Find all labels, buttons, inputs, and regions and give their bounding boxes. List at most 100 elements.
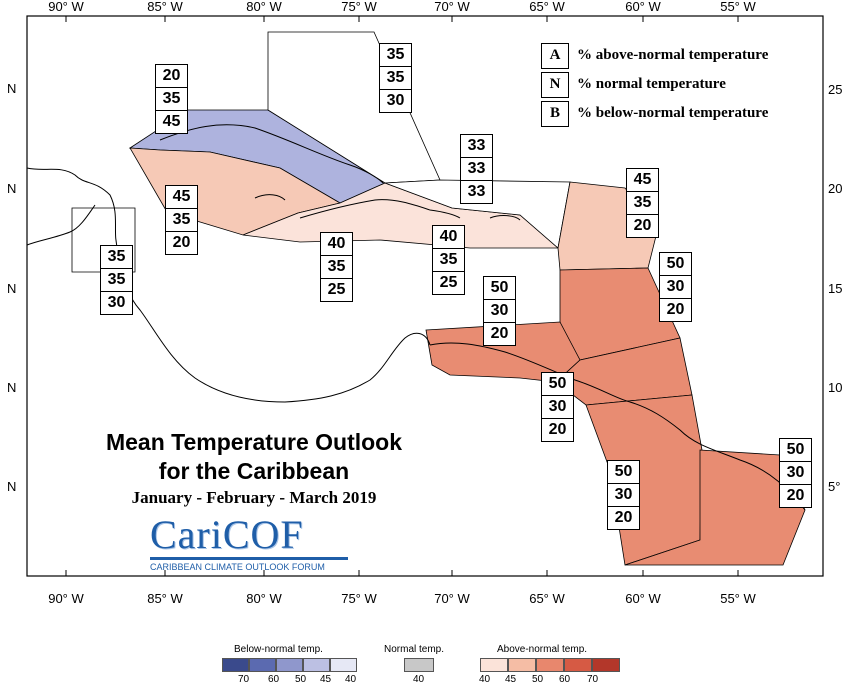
- lat-label: 5°: [828, 479, 840, 494]
- lat-label: 25: [828, 82, 842, 97]
- prob-normal: 35: [166, 209, 197, 232]
- lat-label: N: [7, 479, 16, 494]
- prob-below: 20: [633, 217, 652, 234]
- probability-box-belize: 35 35 30: [100, 245, 133, 315]
- prob-below: 33: [467, 183, 486, 200]
- prob-above: 35: [101, 246, 132, 269]
- scale-swatch-above: [480, 658, 508, 672]
- lat-label: N: [7, 81, 16, 96]
- scale-tick: 70: [238, 674, 250, 685]
- legend-letter: N: [541, 71, 569, 98]
- probability-box-trinidad: 50 30 20: [541, 372, 574, 442]
- map-title-block: Mean Temperature Outlook for the Caribbe…: [84, 428, 424, 508]
- lon-label: 70° W: [434, 591, 470, 606]
- probability-box-abc: 50 30 20: [483, 276, 516, 346]
- prob-below: 30: [386, 92, 405, 109]
- scale-caption-below: Below-normal temp.: [234, 644, 323, 655]
- lon-label: 75° W: [341, 591, 377, 606]
- prob-normal: 30: [608, 484, 639, 507]
- lon-label: 60° W: [625, 0, 661, 14]
- scale-swatch-above: [564, 658, 592, 672]
- scale-tick: 40: [345, 674, 357, 685]
- prob-below: 20: [548, 421, 567, 438]
- lat-label: N: [7, 380, 16, 395]
- legend-text: % normal temperature: [577, 76, 726, 92]
- prob-normal: 35: [627, 192, 658, 215]
- axis-ticks: [65, 16, 739, 576]
- probability-box-jamaica: 40 35 25: [320, 232, 353, 302]
- lon-labels-top: 90° W 85° W 80° W 75° W 70° W 65° W 60° …: [48, 0, 756, 14]
- prob-below: 20: [172, 234, 191, 251]
- prob-above: 33: [461, 135, 492, 158]
- prob-normal: 30: [660, 276, 691, 299]
- lon-label: 65° W: [529, 591, 565, 606]
- logo-wordmark: CariCOF: [150, 512, 304, 557]
- scale-swatch-below: [222, 658, 249, 672]
- prob-below: 30: [107, 294, 126, 311]
- prob-normal: 35: [156, 88, 187, 111]
- prob-below: 20: [786, 487, 805, 504]
- logo-underline: [150, 557, 348, 560]
- scale-caption-above: Above-normal temp.: [497, 644, 588, 655]
- prob-above: 45: [627, 169, 658, 192]
- scale-tick: 45: [505, 674, 517, 685]
- legend-letter: B: [541, 100, 569, 127]
- lon-label: 55° W: [720, 0, 756, 14]
- prob-above: 50: [780, 439, 811, 462]
- probability-box-windwards: 50 30 20: [659, 252, 692, 322]
- prob-normal: 30: [542, 396, 573, 419]
- logo-tagline: CARIBBEAN CLIMATE OUTLOOK FORUM: [150, 562, 325, 572]
- lon-labels-bottom: 90° W 85° W 80° W 75° W 70° W 65° W 60° …: [48, 591, 756, 606]
- legend-row-normal: N % normal temperature: [541, 70, 811, 99]
- lat-labels-right: 25 20 15 10 5°: [828, 82, 842, 494]
- probability-box-cuba: 20 35 45: [155, 64, 188, 134]
- lat-label: 20: [828, 181, 842, 196]
- scale-tick: 60: [268, 674, 280, 685]
- lat-label: 15: [828, 281, 842, 296]
- probability-box-hispaniola: 40 35 25: [432, 225, 465, 295]
- prob-above: 20: [156, 65, 187, 88]
- scale-swatch-below: [303, 658, 330, 672]
- lon-label: 85° W: [147, 591, 183, 606]
- lon-label: 75° W: [341, 0, 377, 14]
- scale-tick: 70: [587, 674, 599, 685]
- scale-swatch-below: [330, 658, 357, 672]
- lon-label: 90° W: [48, 0, 84, 14]
- prob-above: 40: [321, 233, 352, 256]
- prob-below: 20: [666, 301, 685, 318]
- probability-box-turks: 33 33 33: [460, 134, 493, 204]
- scale-tick: 40: [413, 674, 425, 685]
- forecast-period: January - February - March 2019: [131, 488, 377, 507]
- prob-above: 50: [484, 277, 515, 300]
- coastlines: [26, 124, 806, 511]
- prob-normal: 35: [101, 269, 132, 292]
- zone-abc: [425, 321, 581, 383]
- prob-below: 45: [162, 113, 181, 130]
- lat-label: N: [7, 281, 16, 296]
- scale-tick: 45: [320, 674, 332, 685]
- legend-row-above: A % above-normal temperature: [541, 41, 811, 70]
- scale-swatch-below: [276, 658, 303, 672]
- lon-label: 55° W: [720, 591, 756, 606]
- lon-label: 60° W: [625, 591, 661, 606]
- abn-legend: A % above-normal temperature N % normal …: [541, 41, 811, 128]
- scale-swatch-below: [249, 658, 276, 672]
- lon-label: 80° W: [246, 0, 282, 14]
- prob-above: 50: [542, 373, 573, 396]
- scale-tick: 50: [295, 674, 307, 685]
- prob-normal: 30: [484, 300, 515, 323]
- lon-label: 70° W: [434, 0, 470, 14]
- prob-above: 45: [166, 186, 197, 209]
- prob-above: 50: [660, 253, 691, 276]
- scale-swatch-above: [508, 658, 536, 672]
- scale-tick: 60: [559, 674, 571, 685]
- scale-swatch-above: [592, 658, 620, 672]
- probability-box-suriname: 50 30 20: [779, 438, 812, 508]
- scale-tick: 50: [532, 674, 544, 685]
- prob-normal: 35: [380, 67, 411, 90]
- prob-above: 50: [608, 461, 639, 484]
- legend-letter: A: [541, 42, 569, 69]
- scale-swatch-above: [536, 658, 564, 672]
- prob-below: 20: [490, 325, 509, 342]
- lat-label: 10: [828, 380, 842, 395]
